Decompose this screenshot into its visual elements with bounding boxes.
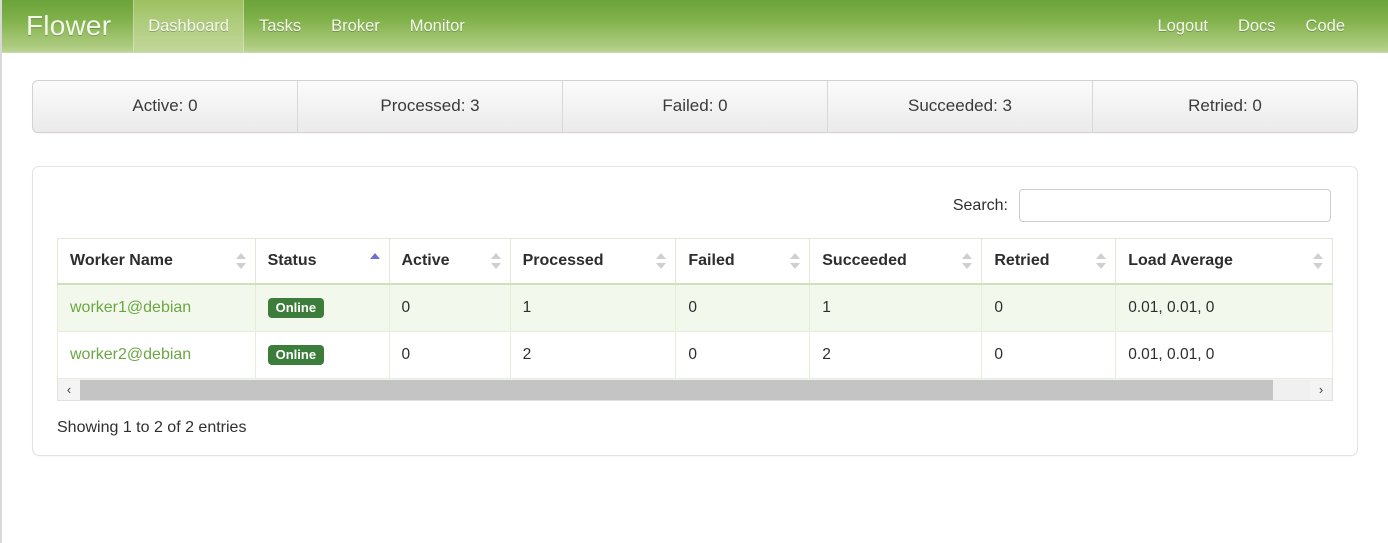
cell-load-average: 0.01, 0.01, 0 — [1115, 331, 1333, 379]
sort-arrows-icon — [235, 252, 246, 270]
nav-item-monitor[interactable]: Monitor — [409, 16, 465, 35]
nav-item-code[interactable]: Code — [1305, 16, 1345, 35]
column-label: Retried — [994, 252, 1050, 269]
sort-arrows-icon — [1096, 252, 1107, 270]
table-row[interactable]: worker1@debian Online 0 1 0 1 0 0.01, 0.… — [57, 283, 1333, 332]
workers-panel: Search: Worker Name St — [32, 166, 1358, 456]
sort-arrows-icon — [1313, 252, 1323, 270]
column-label: Load Average — [1128, 252, 1233, 269]
table-header-row: Worker Name Status Active Processed — [57, 238, 1333, 285]
top-navbar: Flower Dashboard Tasks Broker Monitor Lo… — [2, 0, 1388, 53]
sort-arrows-icon — [790, 252, 801, 270]
column-header-succeeded[interactable]: Succeeded — [809, 238, 983, 285]
column-header-processed[interactable]: Processed — [509, 238, 677, 285]
cell-worker-name: worker2@debian — [57, 331, 256, 379]
stat-failed: Failed: 0 — [563, 81, 828, 132]
table-row[interactable]: worker2@debian Online 0 2 0 2 0 0.01, 0.… — [57, 331, 1333, 379]
cell-processed: 1 — [509, 283, 677, 332]
cell-succeeded: 1 — [809, 283, 983, 332]
nav-primary-links: Dashboard Tasks Broker Monitor — [133, 0, 480, 52]
cell-failed: 0 — [675, 331, 811, 379]
stat-succeeded: Succeeded: 3 — [828, 81, 1093, 132]
worker-link[interactable]: worker2@debian — [70, 346, 192, 363]
nav-item-logout[interactable]: Logout — [1157, 16, 1208, 35]
scroll-left-icon[interactable]: ‹ — [58, 379, 80, 400]
column-header-status[interactable]: Status — [254, 238, 390, 285]
cell-status: Online — [254, 331, 390, 379]
scroll-right-icon[interactable]: › — [1310, 379, 1332, 400]
column-header-load-average[interactable]: Load Average — [1115, 238, 1333, 285]
column-label: Failed — [688, 252, 735, 269]
sort-ascending-icon — [369, 252, 380, 270]
cell-worker-name: worker1@debian — [57, 283, 256, 332]
nav-item-broker[interactable]: Broker — [331, 16, 380, 35]
cell-status: Online — [254, 283, 390, 332]
nav-item-docs[interactable]: Docs — [1237, 16, 1276, 35]
cell-load-average: 0.01, 0.01, 0 — [1115, 283, 1333, 332]
scrollbar-track[interactable] — [80, 379, 1310, 400]
column-label: Succeeded — [822, 252, 907, 269]
stat-active: Active: 0 — [33, 81, 298, 132]
cell-succeeded: 2 — [809, 331, 983, 379]
column-header-retried[interactable]: Retried — [981, 238, 1117, 285]
column-label: Worker Name — [70, 252, 173, 269]
brand-logo[interactable]: Flower — [26, 10, 112, 41]
sort-arrows-icon — [490, 252, 501, 270]
search-input[interactable] — [1019, 189, 1331, 222]
page-content: Active: 0 Processed: 3 Failed: 0 Succeed… — [2, 80, 1388, 456]
nav-item-dashboard[interactable]: Dashboard — [133, 0, 244, 52]
cell-retried: 0 — [981, 331, 1117, 379]
cell-active: 0 — [388, 331, 511, 379]
status-badge: Online — [267, 298, 325, 318]
search-label: Search: — [952, 196, 1008, 214]
stat-retried: Retried: 0 — [1093, 81, 1357, 132]
nav-item-tasks[interactable]: Tasks — [258, 16, 302, 35]
column-header-failed[interactable]: Failed — [675, 238, 811, 285]
status-badge: Online — [267, 345, 325, 365]
stat-processed: Processed: 3 — [298, 81, 563, 132]
workers-table: Worker Name Status Active Processed — [57, 238, 1333, 379]
scrollbar-thumb[interactable] — [80, 379, 1274, 400]
sort-arrows-icon — [962, 252, 973, 270]
nav-secondary-links: Logout Docs Code — [1142, 0, 1388, 52]
column-header-active[interactable]: Active — [388, 238, 511, 285]
worker-link[interactable]: worker1@debian — [70, 299, 192, 316]
table-info: Showing 1 to 2 of 2 entries — [57, 419, 247, 436]
sort-arrows-icon — [656, 252, 667, 270]
horizontal-scrollbar[interactable]: ‹ › — [57, 379, 1333, 401]
stats-bar: Active: 0 Processed: 3 Failed: 0 Succeed… — [32, 80, 1358, 133]
cell-processed: 2 — [509, 331, 677, 379]
cell-active: 0 — [388, 283, 511, 332]
search-row: Search: — [57, 189, 1333, 222]
column-header-worker-name[interactable]: Worker Name — [57, 238, 256, 285]
column-label: Active — [401, 252, 450, 269]
column-label: Processed — [522, 252, 604, 269]
cell-failed: 0 — [675, 283, 811, 332]
column-label: Status — [267, 252, 317, 269]
cell-retried: 0 — [981, 283, 1117, 332]
workers-table-scroll: Worker Name Status Active Processed — [57, 238, 1333, 401]
